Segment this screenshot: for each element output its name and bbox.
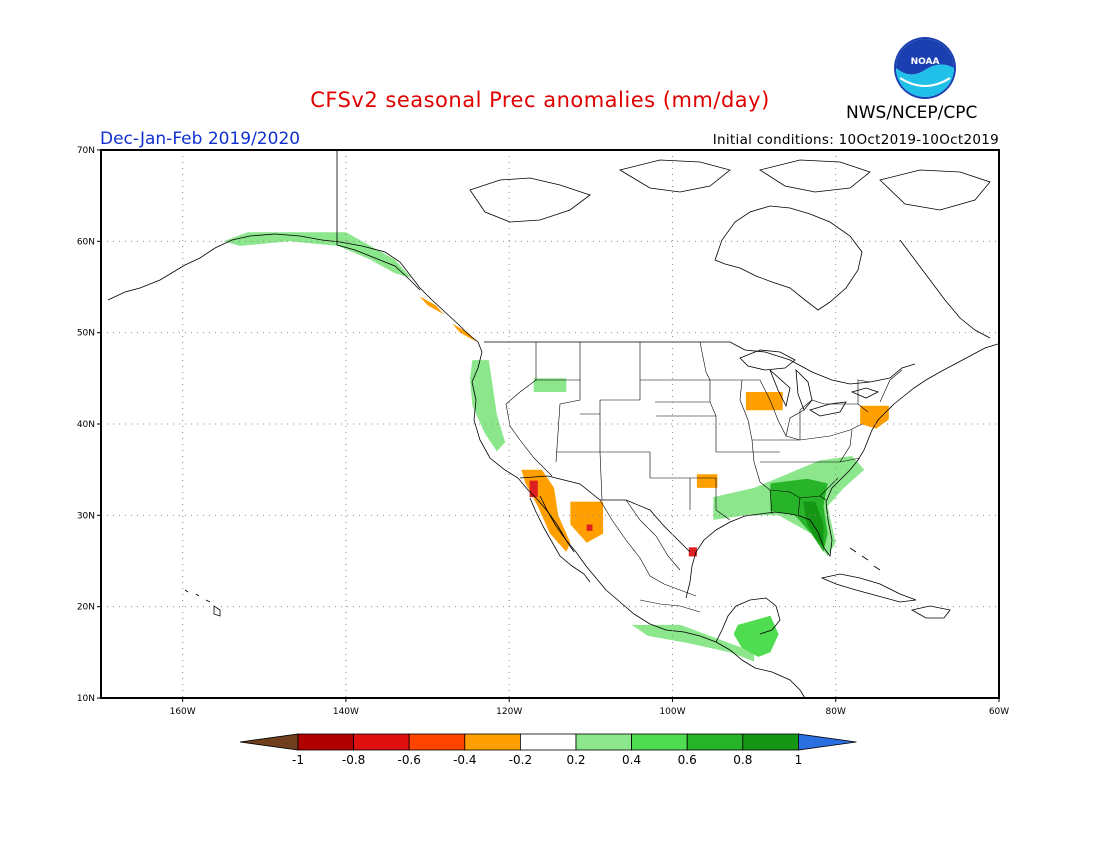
colorbar-arrow-low	[239, 733, 299, 751]
lat-tick-label: 10N	[77, 694, 95, 704]
baja-california	[529, 495, 591, 583]
colorbar-swatch	[575, 733, 632, 751]
anomaly-socal-strong-dry	[529, 480, 538, 498]
season-label: Dec-Jan-Feb 2019/2020	[100, 129, 301, 149]
labrador-coast	[899, 239, 991, 339]
north-america-coastline	[107, 233, 806, 699]
noaa-logo: NOAA	[894, 37, 956, 99]
yucatan-coast	[715, 597, 781, 643]
colorbar-arrow-high	[798, 733, 857, 751]
colorbar-label: -0.6	[397, 753, 420, 767]
state-borders	[505, 341, 903, 521]
cuba	[820, 573, 917, 603]
colorbar-swatch	[464, 733, 521, 751]
lat-tick-label: 60N	[77, 237, 95, 247]
lon-tick-label: 140W	[333, 707, 359, 717]
colorbar-label: 0.4	[622, 753, 641, 767]
anomaly-gulf-of-alaska-coast	[223, 232, 412, 278]
colorbar-swatch	[353, 733, 410, 751]
colorbar-swatch	[686, 733, 744, 751]
anomaly-central-america-wet	[733, 615, 779, 657]
anomaly-mexico-point-dry	[586, 524, 593, 531]
alaska-border	[336, 150, 421, 291]
coastlines-and-borders	[107, 150, 999, 699]
lat-tick-label: 70N	[77, 146, 95, 156]
anomaly-socal-baja-dry	[521, 469, 571, 552]
anomaly-nw-mexico-dry	[570, 501, 604, 543]
gulf-coast	[685, 343, 999, 599]
colorbar-label: -0.4	[453, 753, 476, 767]
colorbar: -1 -0.8 -0.6 -0.4 -0.2 0.2 0.4 0.6 0.8 1	[239, 733, 857, 767]
colorbar-swatch	[297, 733, 354, 751]
anomaly-bc-coast-dry	[419, 296, 477, 342]
bahamas	[849, 547, 881, 571]
arctic-islands	[469, 159, 991, 223]
lat-tick-label: 50N	[77, 329, 95, 339]
lon-tick-label: 80W	[826, 707, 846, 717]
mexico-state-borders	[599, 499, 701, 613]
colorbar-swatch	[408, 733, 466, 751]
hispaniola	[910, 605, 951, 619]
noaa-logo-text: NOAA	[911, 57, 940, 67]
colorbar-label: 0.6	[678, 753, 697, 767]
anomaly-layer	[223, 232, 889, 662]
anomaly-idaho-wet	[533, 378, 567, 392]
us-canada-border	[484, 341, 916, 385]
colorbar-label: 1	[795, 753, 803, 767]
lat-tick-label: 30N	[77, 511, 95, 521]
hawaii	[184, 589, 221, 617]
lon-tick-label: 160W	[170, 707, 196, 717]
great-lakes	[739, 349, 880, 417]
map-title: CFSv2 seasonal Prec anomalies (mm/day)	[0, 88, 1100, 112]
colorbar-label: -0.8	[342, 753, 365, 767]
anomaly-texas-coast-dry	[688, 547, 697, 557]
lon-tick-label: 60W	[989, 707, 1009, 717]
anomaly-mexico-south-wet	[631, 624, 755, 662]
anomaly-pacific-nw-wet	[470, 360, 506, 452]
colorbar-swatch	[742, 733, 799, 751]
initial-conditions-label: Initial conditions: 10Oct2019-10Oct2019	[712, 132, 999, 148]
map-title-text: CFSv2 seasonal Prec anomalies (mm/day)	[310, 88, 770, 112]
hudson-bay	[714, 205, 863, 311]
lon-tick-label: 120W	[496, 707, 522, 717]
lat-tick-label: 40N	[77, 420, 95, 430]
colorbar-swatch	[520, 733, 577, 751]
lat-lon-grid	[101, 150, 999, 698]
colorbar-label: 0.2	[566, 753, 585, 767]
colorbar-label: 0.8	[733, 753, 752, 767]
lon-tick-label: 100W	[659, 707, 685, 717]
anomaly-texas-north-dry	[696, 474, 718, 488]
colorbar-label: -1	[292, 753, 304, 767]
colorbar-label: -0.2	[509, 753, 532, 767]
organization-label: NWS/NCEP/CPC	[846, 103, 978, 123]
lat-tick-label: 20N	[77, 603, 95, 613]
anomaly-great-lakes-dry	[745, 392, 783, 411]
axis-ticks: 160W 140W 120W 100W 80W 60W 10N 20N 30N 40N 50N 60N…	[77, 146, 1009, 717]
colorbar-swatch	[631, 733, 688, 751]
